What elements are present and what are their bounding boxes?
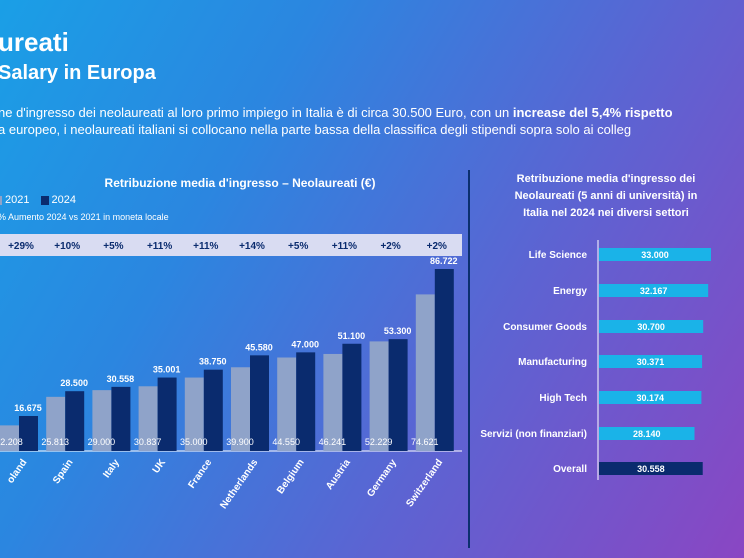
sector-value-overall: 30.558: [637, 464, 665, 474]
bar-2024-germany: [388, 339, 408, 451]
value-label-2024-france: 38.750: [199, 357, 227, 367]
sector-value-servizi-non-finanziari: 28.140: [633, 429, 661, 439]
bar-2021-germany: [369, 341, 389, 451]
value-label-2021-austria: 46.241: [319, 437, 347, 447]
sector-label-energy: Energy: [553, 286, 587, 297]
value-label-2024-germany: 53.300: [384, 326, 412, 336]
bar-2024-uk: [157, 377, 177, 451]
value-label-2024-italy: 30.558: [107, 374, 135, 384]
value-label-2024-uk: 35.001: [153, 365, 181, 375]
bar-2021-uk: [138, 386, 158, 451]
legend-swatch-2024: [40, 195, 49, 205]
sector-bar-high-tech: [599, 391, 702, 404]
pct-label-spain: +10%: [54, 241, 80, 252]
right-title-line-2: Neolaureati (5 anni di università) in: [514, 190, 698, 202]
sector-bar-servizi-non-finanziari: [599, 427, 695, 440]
right-chart-title: Retribuzione media d'ingresso dei Neolau…: [488, 171, 724, 222]
sector-bar-consumer-goods: [599, 320, 704, 333]
bar-2024-austria: [342, 343, 362, 451]
page-subtitle: Salary in Europa: [0, 62, 156, 84]
legend-swatch-2021: [0, 195, 2, 205]
bar-2024-netherlands: [250, 355, 269, 451]
value-label-2021-spain: 25.813: [41, 437, 69, 447]
left-chart-title: Retribuzione media d'ingresso – Neolaure…: [104, 176, 376, 190]
intro-text: ne d'ingresso dei neolaureati al loro pr…: [0, 104, 744, 138]
intro-line2: a europeo, i neolaureati italiani si col…: [0, 122, 632, 137]
pct-increase-band: [0, 234, 462, 256]
bar-2024-poland: [19, 416, 38, 451]
sector-value-high-tech: 30.174: [636, 393, 664, 403]
legend-label-2021: 2021: [5, 194, 30, 206]
value-label-2024-switzerland: 86.722: [430, 256, 458, 266]
sector-label-overall: Overall: [553, 464, 587, 475]
sector-bar-energy: [599, 284, 709, 297]
bar-2021-italy: [92, 390, 112, 451]
bar-2021-netherlands: [231, 367, 250, 451]
bar-2024-france: [203, 369, 223, 451]
sector-bar-overall: [599, 462, 703, 475]
sector-label-servizi-non-finanziari: Servizi (non finanziari): [480, 429, 587, 440]
bar-2024-switzerland: [434, 269, 454, 451]
value-label-2021-germany: 52.229: [365, 437, 393, 447]
intro-line1-b: increase del 5,4% rispetto: [512, 105, 673, 120]
sector-value-consumer-goods: 30.700: [637, 322, 665, 332]
pct-label-switzerland: +2%: [427, 241, 447, 252]
value-label-2021-netherlands: 39.900: [226, 437, 254, 447]
value-label-2024-netherlands: 45.580: [245, 342, 273, 352]
bar-2021-austria: [323, 353, 343, 451]
sector-label-high-tech: High Tech: [539, 393, 587, 404]
right-title-line-1: Retribuzione media d'ingresso dei: [516, 173, 696, 185]
value-label-2021-switzerland: 74.621: [411, 437, 439, 447]
page-title: ureati: [0, 27, 69, 57]
sector-value-life-science: 33.000: [641, 250, 669, 260]
left-chart-note: % Aumento 2024 vs 2021 in moneta locale: [0, 212, 169, 222]
legend-label-2024: 2024: [51, 194, 77, 206]
pct-label-germany: +2%: [380, 241, 400, 252]
left-chart-legend: 2021 2024: [0, 194, 76, 206]
bar-2021-france: [184, 377, 204, 451]
right-title-line-3: Italia nel 2024 nei diversi settori: [523, 207, 689, 219]
value-label-2021-poland: 12.208: [0, 437, 23, 447]
bar-2021-poland: [0, 425, 19, 451]
sector-bar-life-science: [599, 248, 711, 261]
pct-label-netherlands: +14%: [239, 241, 265, 252]
intro-line1-a: ne d'ingresso dei neolaureati al loro pr…: [0, 105, 513, 120]
sector-value-energy: 32.167: [640, 286, 668, 296]
bar-2021-spain: [46, 396, 66, 451]
bar-2024-italy: [111, 386, 131, 451]
chart-divider: [468, 170, 470, 548]
sector-label-consumer-goods: Consumer Goods: [503, 322, 587, 333]
value-label-2021-france: 35.000: [180, 437, 208, 447]
pct-label-belgium: +5%: [288, 241, 308, 252]
sector-bar-manufacturing: [599, 355, 703, 368]
sector-label-life-science: Life Science: [529, 250, 588, 261]
value-label-2024-poland: 16.675: [14, 403, 42, 413]
value-label-2021-belgium: 44.550: [272, 437, 300, 447]
pct-label-italy: +5%: [103, 241, 123, 252]
value-label-2024-spain: 28.500: [60, 378, 88, 388]
bar-2021-switzerland: [415, 294, 435, 451]
sector-value-manufacturing: 30.371: [637, 357, 665, 367]
value-label-2024-austria: 51.100: [338, 331, 366, 341]
bar-2024-spain: [65, 391, 85, 451]
pct-label-poland: +29%: [8, 241, 34, 252]
bar-2021-belgium: [277, 357, 297, 451]
pct-label-france: +11%: [193, 241, 218, 252]
sector-label-manufacturing: Manufacturing: [518, 357, 587, 368]
bar-2024-belgium: [296, 352, 316, 451]
pct-label-uk: +11%: [147, 241, 172, 252]
pct-label-austria: +11%: [332, 241, 357, 252]
value-label-2021-italy: 29.000: [88, 437, 116, 447]
value-label-2021-uk: 30.837: [134, 437, 162, 447]
value-label-2024-belgium: 47.000: [291, 339, 319, 349]
